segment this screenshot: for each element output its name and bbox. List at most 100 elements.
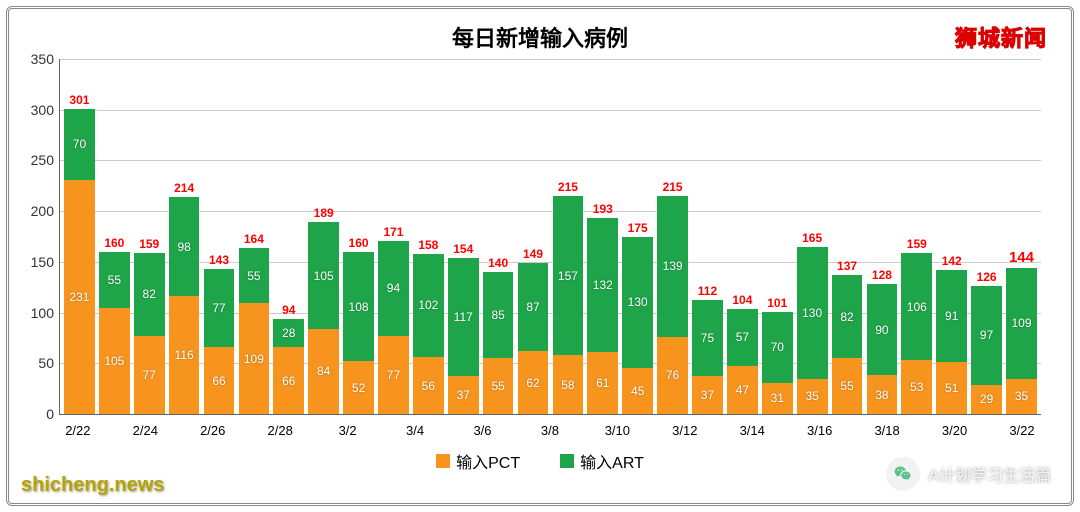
- bar: 70231301: [64, 109, 95, 414]
- segment-pct: 76: [657, 337, 688, 414]
- segment-art: 70: [64, 109, 95, 180]
- segment-art: 106: [901, 253, 932, 361]
- segment-art-value: 130: [802, 306, 822, 320]
- bar-slot: 98116214: [167, 59, 202, 414]
- chart-title: 每日新增输入病例: [9, 21, 1071, 53]
- bar-total-label: 104: [732, 293, 752, 307]
- bar-total-label: 128: [872, 268, 892, 282]
- segment-pct-value: 66: [212, 374, 225, 388]
- bar-slot: 9729126: [969, 59, 1004, 414]
- segment-pct-value: 38: [875, 388, 888, 402]
- segment-art: 130: [622, 237, 653, 369]
- bar-total-label: 171: [383, 225, 403, 239]
- bar: 10935144: [1006, 268, 1037, 414]
- segment-pct: 109: [239, 303, 270, 414]
- bar-total-label: 215: [663, 180, 683, 194]
- x-tick-label: 3/12: [668, 417, 702, 438]
- segment-pct: 29: [971, 385, 1002, 414]
- segment-pct-value: 76: [666, 368, 679, 382]
- segment-art-value: 106: [907, 300, 927, 314]
- segment-art: 57: [727, 309, 758, 367]
- segment-pct: 77: [134, 336, 165, 414]
- segment-art: 130: [797, 247, 828, 379]
- bar-slot: 8255137: [830, 59, 865, 414]
- segment-pct: 35: [797, 379, 828, 414]
- segment-art: 87: [518, 263, 549, 351]
- x-tick-label: 2/28: [263, 417, 297, 438]
- bar-slot: 15758215: [550, 59, 585, 414]
- bar-total-label: 301: [69, 93, 89, 107]
- segment-art-value: 105: [314, 269, 334, 283]
- segment-art-value: 132: [593, 278, 613, 292]
- bar: 8762149: [518, 263, 549, 414]
- segment-pct: 62: [518, 351, 549, 414]
- bar-slot: 8555140: [481, 59, 516, 414]
- segment-pct-value: 105: [104, 354, 124, 368]
- bar: 10852160: [343, 252, 374, 414]
- y-tick-label: 250: [31, 152, 60, 168]
- segment-art-value: 117: [454, 310, 473, 324]
- bar-total-label: 143: [209, 253, 229, 267]
- bar: 8555140: [483, 272, 514, 414]
- bar: 9151142: [936, 270, 967, 414]
- x-tick-label: 3/10: [601, 417, 635, 438]
- segment-pct: 61: [587, 352, 618, 414]
- bar-slot: 13045175: [620, 59, 655, 414]
- bar: 13261193: [587, 218, 618, 414]
- bar: 286694: [273, 319, 304, 414]
- segment-art-value: 57: [736, 330, 749, 344]
- segment-art-value: 102: [418, 298, 438, 312]
- segment-art-value: 87: [526, 300, 539, 314]
- segment-pct: 77: [378, 336, 409, 414]
- segment-pct: 53: [901, 360, 932, 414]
- segment-art: 105: [308, 222, 339, 328]
- segment-pct: 47: [727, 366, 758, 414]
- bar-total-label: 164: [244, 232, 264, 246]
- bar: 7537112: [692, 300, 723, 414]
- x-tick-label: 2/26: [196, 417, 230, 438]
- segment-art-value: 97: [980, 328, 993, 342]
- bar-total-label: 160: [349, 236, 369, 250]
- bar-total-label: 193: [593, 202, 613, 216]
- legend-item-art: 输入ART: [560, 449, 644, 473]
- segment-pct: 231: [64, 180, 95, 414]
- segment-art: 108: [343, 252, 374, 362]
- x-tick-label: [837, 417, 871, 438]
- segment-pct-value: 37: [457, 388, 470, 402]
- bar: 9729126: [971, 286, 1002, 414]
- segment-pct-value: 45: [631, 384, 644, 398]
- segment-pct-value: 31: [771, 391, 784, 405]
- x-axis: 2/222/242/262/283/23/43/63/83/103/123/14…: [59, 417, 1041, 438]
- segment-pct-value: 29: [980, 392, 993, 406]
- segment-pct-value: 231: [69, 290, 89, 304]
- segment-pct-value: 35: [1015, 389, 1028, 403]
- segment-art-value: 28: [282, 326, 295, 340]
- segment-pct: 31: [762, 383, 793, 414]
- segment-pct: 58: [553, 355, 584, 414]
- bar-slot: 55105160: [97, 59, 132, 414]
- segment-art: 90: [867, 284, 898, 375]
- x-tick-label: 3/16: [803, 417, 837, 438]
- bar-slot: 286694: [271, 59, 306, 414]
- bar: 9038128: [867, 284, 898, 414]
- bar-slot: 9151142: [934, 59, 969, 414]
- bar-slot: 13976215: [655, 59, 690, 414]
- watermark-bottom-right: A计划学习生活篇: [886, 457, 1051, 491]
- segment-pct-value: 66: [282, 374, 295, 388]
- x-tick-label: 2/24: [128, 417, 162, 438]
- bar-total-label: 101: [767, 296, 787, 310]
- segment-pct: 38: [867, 375, 898, 414]
- x-tick-label: 3/4: [398, 417, 432, 438]
- bar-slot: 13035165: [795, 59, 830, 414]
- bar-total-label: 137: [837, 259, 857, 273]
- segment-art: 94: [378, 241, 409, 336]
- bar: 8277159: [134, 253, 165, 414]
- segment-art: 77: [204, 269, 235, 347]
- segment-pct: 45: [622, 368, 653, 414]
- segment-pct-value: 35: [805, 389, 818, 403]
- segment-art: 157: [553, 196, 584, 355]
- bar-slot: 8762149: [516, 59, 551, 414]
- bar: 7766143: [204, 269, 235, 414]
- segment-pct-value: 37: [701, 388, 714, 402]
- chart-frame: 狮城新闻 每日新增输入病例 050100150200250300350 7023…: [6, 6, 1074, 506]
